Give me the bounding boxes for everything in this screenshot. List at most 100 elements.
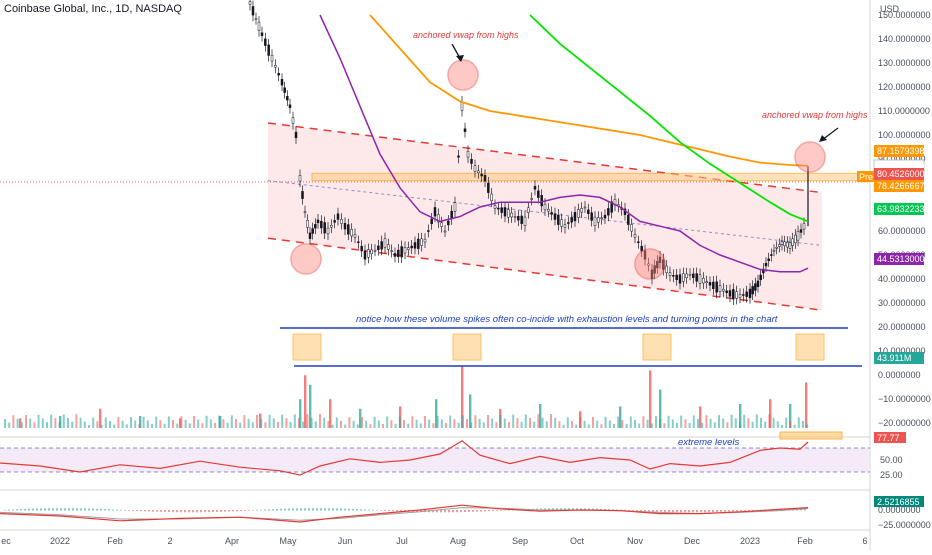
volume-bar-minor xyxy=(411,416,414,428)
anchored-vwap-label-right: anchored vwap from highs xyxy=(762,110,868,120)
macd-histogram-bar xyxy=(592,508,594,511)
candle-body xyxy=(503,207,507,217)
macd-histogram-bar xyxy=(492,510,494,511)
time-axis[interactable]: ec 2022 Feb 2 Apr May Jun Jul Aug Sep Oct Nov Dec 202… xyxy=(1,536,867,546)
candle-body xyxy=(251,6,255,16)
macd-histogram-bar xyxy=(92,508,94,511)
candle-body xyxy=(715,281,718,293)
candle-body xyxy=(407,247,410,250)
price-axis[interactable]: 150.0000000 140.0000000 130.0000000 120.000… xyxy=(857,10,931,530)
macd-histogram-bar xyxy=(304,508,306,511)
candle-body xyxy=(383,238,387,248)
volume-bar-minor xyxy=(617,416,620,428)
candle-body xyxy=(633,234,637,238)
candle-body xyxy=(513,216,517,218)
volume-bar-minor xyxy=(20,422,23,428)
macd-histogram-bar xyxy=(500,510,502,511)
macd-histogram-bar xyxy=(168,510,170,513)
rsi-band xyxy=(0,448,870,472)
macd-histogram-bar xyxy=(332,508,334,511)
candle-body xyxy=(254,18,258,20)
macd-histogram-bar xyxy=(468,510,470,512)
volume-bar-minor xyxy=(251,422,254,428)
price-tag-bg xyxy=(874,168,924,180)
price-tick-label: 10.0000000 xyxy=(878,346,926,356)
candle-body xyxy=(587,209,590,214)
volume-bar-minor xyxy=(575,424,578,428)
rsi-tick-label: 25.00 xyxy=(880,470,903,480)
volume-bar-minor xyxy=(239,422,242,428)
price-tag-label: 78.4266667 xyxy=(877,181,925,191)
macd-histogram-bar xyxy=(156,510,158,512)
macd-histogram-bar xyxy=(748,510,750,511)
volume-bar-minor xyxy=(138,424,141,428)
volume-bar-minor xyxy=(117,417,120,428)
volume-bar xyxy=(139,416,142,428)
macd-histogram-bar xyxy=(600,508,602,511)
volume-bar xyxy=(359,408,362,428)
volume-bar xyxy=(19,418,22,428)
macd-histogram-bar xyxy=(280,508,282,511)
volume-bar-minor xyxy=(760,418,762,428)
candle-body xyxy=(791,238,794,246)
volume-bar-minor xyxy=(541,417,544,428)
candle-body xyxy=(600,217,603,219)
candle-body xyxy=(267,44,270,56)
price-tick-label: 130.0000000 xyxy=(878,58,931,68)
pre-badge-bg xyxy=(857,171,874,182)
candle-body xyxy=(688,273,692,276)
volume-bar-minor xyxy=(642,416,645,428)
macd-histogram-bar xyxy=(200,510,202,513)
time-label: 2022 xyxy=(50,536,70,546)
price-tag-bg xyxy=(874,180,924,192)
candle-body xyxy=(363,250,367,260)
volume-bar-minor xyxy=(550,414,552,428)
candle-body xyxy=(497,207,500,210)
macd-histogram-bar xyxy=(244,510,246,511)
macd-histogram-bar xyxy=(348,508,350,511)
volume-bar-minor xyxy=(499,414,502,428)
volume-bar-minor xyxy=(608,420,611,428)
volume-bar-minor xyxy=(96,421,99,428)
candle-body xyxy=(530,198,533,200)
macd-histogram-bar xyxy=(496,510,498,511)
candle-body xyxy=(678,274,682,284)
candle-body xyxy=(330,224,333,228)
macd-histogram-bar xyxy=(504,509,506,511)
volume-bar-minor xyxy=(449,415,452,428)
volume-bar xyxy=(739,404,742,428)
candle-body xyxy=(270,55,274,62)
macd-line xyxy=(0,504,809,523)
macd-histogram-bar xyxy=(148,510,150,512)
macd-histogram-bar xyxy=(252,509,254,511)
macd-histogram-bar xyxy=(132,510,134,511)
macd-histogram-bar xyxy=(636,510,638,511)
volume-bar-minor xyxy=(134,420,137,428)
candle-body xyxy=(264,38,267,46)
volume-bar-minor xyxy=(566,417,569,428)
candle-body xyxy=(326,227,330,235)
candle-body xyxy=(493,205,497,209)
macd-histogram-bar xyxy=(236,510,238,512)
volume-bar-minor xyxy=(743,414,746,428)
volume-bar-minor xyxy=(428,419,431,428)
macd-histogram-bar xyxy=(680,510,682,513)
volume-bar-minor xyxy=(755,414,758,428)
candle-body xyxy=(280,79,284,86)
macd-histogram-bar xyxy=(704,510,706,513)
volume-bar-minor xyxy=(587,424,590,428)
macd-histogram-bar xyxy=(580,508,582,511)
price-tick-label: 120.0000000 xyxy=(878,82,931,92)
candle-body xyxy=(772,249,776,252)
macd-histogram-bar xyxy=(196,510,198,513)
volume-bar-minor xyxy=(747,418,750,428)
price-tick-label: 60.0000000 xyxy=(878,226,926,236)
macd-histogram-bar xyxy=(144,510,146,512)
macd-histogram-bar xyxy=(384,510,386,511)
volume-bar-minor xyxy=(440,419,443,428)
candle-body xyxy=(500,207,503,213)
macd-histogram-bar xyxy=(476,510,478,512)
volume-bar-minor xyxy=(789,421,792,428)
